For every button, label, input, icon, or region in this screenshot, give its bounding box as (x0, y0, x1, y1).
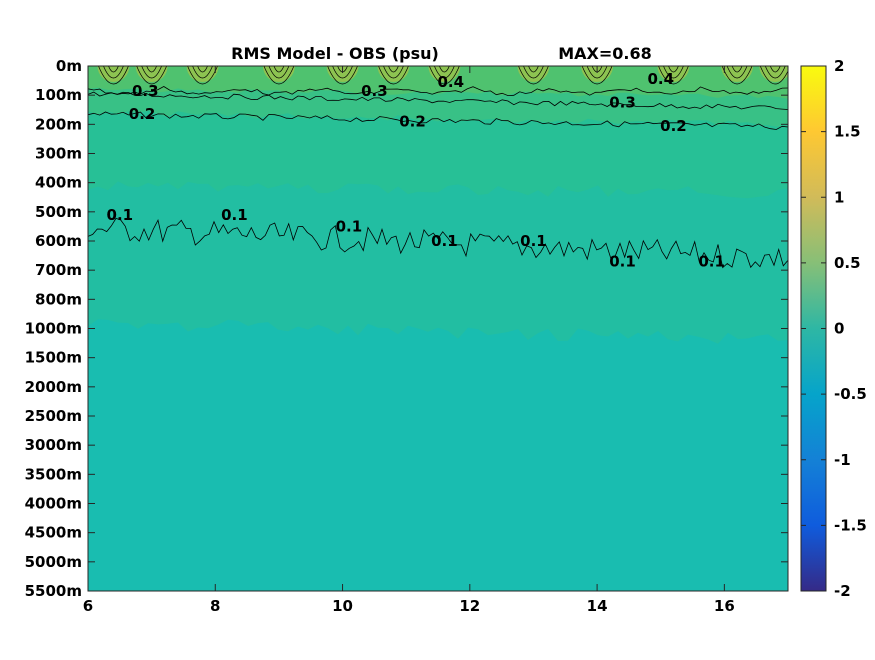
colorbar-tick-label: 2 (834, 57, 844, 75)
contour-label: 0.2 (129, 105, 156, 123)
surface-peak-contour (434, 66, 455, 79)
colorbar-tick-label: 1.5 (834, 123, 861, 141)
chart-title: RMS Model - OBS (psu) (231, 44, 439, 63)
surface-peak-contour (663, 66, 684, 79)
contour-labels: 0.3 0.3 0.4 0.4 0.3 0.2 0.2 0.2 0.1 0.1 0.1 0.1 0.1 0… (107, 70, 725, 270)
y-tick-label: 300m (35, 145, 82, 163)
surface-peak-contour (327, 66, 358, 85)
surface-peak-contour (658, 66, 689, 85)
surface-peak-contour (263, 66, 295, 85)
max-label: MAX=0.68 (558, 44, 652, 63)
surface-peak-contour (103, 66, 124, 79)
surface-peak-contour (108, 66, 119, 73)
surface-peak-contour (192, 66, 213, 79)
contour-label: 0.1 (520, 232, 547, 250)
surface-peak-contour (378, 66, 409, 85)
colorbar-ticks: 2 1.5 1 0.5 0 -0.5 -1 -1.5 -2 (801, 57, 867, 600)
surface-peak-contour (726, 66, 748, 79)
y-tick-label: 100m (35, 86, 82, 104)
surface-peak-contour (429, 66, 460, 85)
y-tick-label: 1500m (25, 349, 82, 367)
contour-0.3 (88, 91, 788, 110)
surface-peak-contour (439, 66, 450, 73)
contour-0.4 (88, 86, 788, 97)
contour-label: 0.3 (361, 82, 388, 100)
surface-peak-contour (332, 66, 353, 79)
surface-peak-contour (98, 66, 129, 85)
x-axis: 6 8 10 12 14 16 (83, 66, 735, 615)
surface-peak-contour (764, 66, 786, 79)
surface-peak-contour (523, 66, 544, 79)
colorbar-tick-label: -0.5 (834, 385, 867, 403)
y-tick-label: 3000m (25, 436, 82, 454)
contour-0.1 (88, 217, 788, 269)
colorbar-tick-label: -1.5 (834, 516, 867, 534)
contour-label: 0.2 (660, 117, 687, 135)
y-tick-label: 4500m (25, 524, 82, 542)
y-axis: 0m 100m 200m 300m 400m 500m 600m 700m 800m 1000m 1… (25, 57, 788, 600)
contour-label: 0.3 (609, 93, 636, 111)
contour-label: 0.4 (647, 70, 674, 88)
surface-peak-contour (197, 66, 208, 73)
contour-lines (88, 66, 788, 269)
surface-peak-contour (268, 66, 290, 79)
y-tick-label: 3500m (25, 465, 82, 483)
y-tick-label: 1000m (25, 320, 82, 338)
contour-label: 0.3 (132, 82, 159, 100)
y-tick-label: 0m (56, 57, 82, 75)
surface-peak-contour (581, 66, 613, 85)
colorbar-tick-label: 0 (834, 320, 844, 338)
y-tick-label: 800m (35, 290, 82, 308)
y-tick-label: 5000m (25, 553, 82, 571)
colorbar-tick-label: -2 (834, 582, 851, 600)
surface-peak-contour (146, 66, 157, 73)
surface-peak-contour (586, 66, 608, 79)
surface-peak-contour (141, 66, 162, 79)
colorbar-tick-label: -1 (834, 451, 851, 469)
y-tick-label: 700m (35, 261, 82, 279)
y-tick-label: 500m (35, 203, 82, 221)
y-tick-label: 2000m (25, 378, 82, 396)
contour-label: 0.4 (437, 73, 464, 91)
surface-peak-contour (528, 66, 539, 73)
surface-peak-contour (383, 66, 404, 79)
surface-peak-contour (388, 66, 399, 73)
surface-peak-contour (668, 66, 679, 73)
contour-0.2 (88, 111, 788, 130)
contour-label: 0.1 (336, 217, 363, 235)
x-tick-label: 12 (459, 597, 480, 615)
colorbar-tick-label: 0.5 (834, 254, 861, 272)
contour-label: 0.1 (107, 206, 134, 224)
x-tick-label: 6 (83, 597, 93, 615)
y-tick-label: 400m (35, 174, 82, 192)
surface-peak-contour (273, 66, 285, 73)
x-tick-label: 16 (714, 597, 735, 615)
surface-peak-contour (136, 66, 167, 85)
y-tick-label: 4000m (25, 495, 82, 513)
y-tick-label: 600m (35, 232, 82, 250)
x-tick-label: 8 (210, 597, 220, 615)
y-tick-label: 200m (35, 115, 82, 133)
contour-label: 0.1 (609, 252, 636, 270)
contour-label: 0.1 (221, 206, 248, 224)
surface-peak-contour (769, 66, 781, 73)
contour-label: 0.1 (698, 252, 725, 270)
contour-label: 0.2 (399, 112, 426, 130)
heatmap-field (88, 66, 788, 591)
y-tick-label: 2500m (25, 407, 82, 425)
contour-label: 0.1 (431, 232, 458, 250)
colorbar-tick-label: 1 (834, 188, 844, 206)
x-tick-label: 10 (332, 597, 353, 615)
x-tick-label: 14 (587, 597, 608, 615)
surface-peak-contour (518, 66, 549, 85)
y-tick-label: 5500m (25, 582, 82, 600)
surface-peak-contour (731, 66, 743, 73)
